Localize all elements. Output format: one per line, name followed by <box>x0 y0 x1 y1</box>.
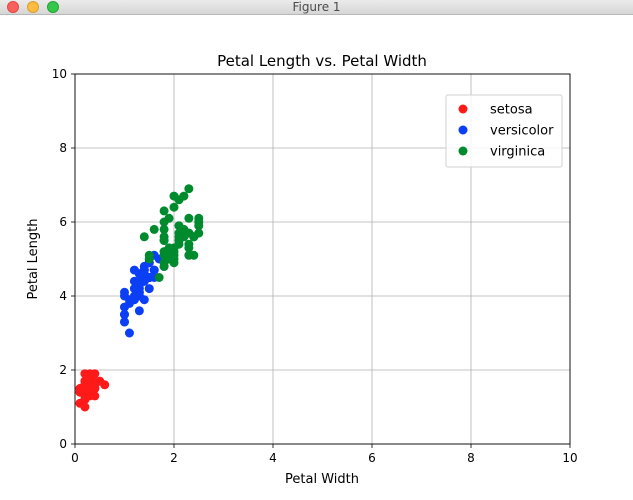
legend-marker <box>458 146 468 156</box>
x-tick-label: 4 <box>269 451 277 465</box>
data-point <box>134 306 144 316</box>
data-point <box>144 284 154 294</box>
data-point <box>184 228 194 238</box>
data-point <box>154 273 164 282</box>
data-point <box>164 254 174 264</box>
data-point <box>134 280 144 290</box>
data-point <box>184 239 194 249</box>
legend-marker <box>458 104 468 114</box>
data-point <box>124 328 134 338</box>
data-point <box>80 402 90 412</box>
x-tick-label: 2 <box>170 451 178 465</box>
y-tick-label: 10 <box>52 67 67 81</box>
axes <box>71 73 571 448</box>
data-point <box>90 369 100 379</box>
y-tick-label: 6 <box>59 215 67 229</box>
legend-label: setosa <box>490 103 533 118</box>
plot-frame <box>74 73 571 445</box>
y-tick-label: 4 <box>59 289 67 303</box>
data-point <box>149 224 159 234</box>
data-point <box>139 261 149 271</box>
data-point <box>139 232 149 242</box>
legend-box <box>445 94 563 168</box>
data-points <box>75 184 204 412</box>
zoom-window-button[interactable] <box>47 1 59 13</box>
data-point <box>159 236 169 245</box>
y-tick-label: 8 <box>59 141 67 155</box>
x-tick-label: 8 <box>467 451 475 465</box>
figure-canvas: Petal Length vs. Petal Width 0 2 4 6 8 10 0 2 4 6… <box>0 15 633 496</box>
data-point <box>120 310 129 319</box>
data-point <box>149 265 159 275</box>
data-point <box>164 213 174 223</box>
x-tick-label: 10 <box>562 451 577 465</box>
y-tick-label: 2 <box>59 363 67 377</box>
chart-title: Petal Length vs. Petal Width <box>217 52 427 70</box>
data-point <box>120 302 129 312</box>
tick-labels: 0 2 4 6 8 10 0 2 4 6 8 10 <box>52 67 578 465</box>
data-point <box>159 247 169 257</box>
data-point <box>169 243 179 253</box>
legend: setosa versicolor virginica <box>445 94 563 168</box>
data-point <box>129 265 139 275</box>
window-title: Figure 1 <box>292 0 341 14</box>
window-titlebar[interactable]: Figure 1 <box>0 0 633 15</box>
data-point <box>120 287 129 297</box>
grid-lines <box>74 73 571 445</box>
data-point <box>184 213 194 223</box>
data-point <box>139 269 149 279</box>
minimize-window-button[interactable] <box>27 1 39 13</box>
data-point <box>90 384 100 393</box>
data-point <box>169 191 179 201</box>
legend-marker <box>458 125 468 135</box>
data-point <box>184 250 194 260</box>
data-point <box>159 206 169 216</box>
data-point <box>120 317 129 327</box>
data-point <box>159 261 169 271</box>
scatter-chart: Petal Length vs. Petal Width 0 2 4 6 8 10 0 2 4 6… <box>26 52 578 487</box>
series-virginica <box>139 184 204 282</box>
x-tick-label: 6 <box>368 451 376 465</box>
data-point <box>134 287 144 297</box>
data-point <box>184 184 194 194</box>
y-axis-label: Petal Length <box>26 218 41 299</box>
data-point <box>169 202 179 212</box>
data-point <box>194 213 204 223</box>
data-point <box>100 380 110 390</box>
close-window-button[interactable] <box>7 1 19 13</box>
data-point <box>194 221 204 231</box>
x-axis-label: Petal Width <box>285 472 359 487</box>
series-setosa <box>75 369 110 412</box>
data-point <box>194 228 204 238</box>
y-tick-label: 0 <box>59 437 67 451</box>
data-point <box>75 384 85 393</box>
x-tick-label: 0 <box>71 451 79 465</box>
data-point <box>179 191 189 201</box>
data-point <box>159 224 169 234</box>
data-point <box>144 250 154 260</box>
legend-label: virginica <box>490 145 545 160</box>
legend-label: versicolor <box>490 124 554 139</box>
